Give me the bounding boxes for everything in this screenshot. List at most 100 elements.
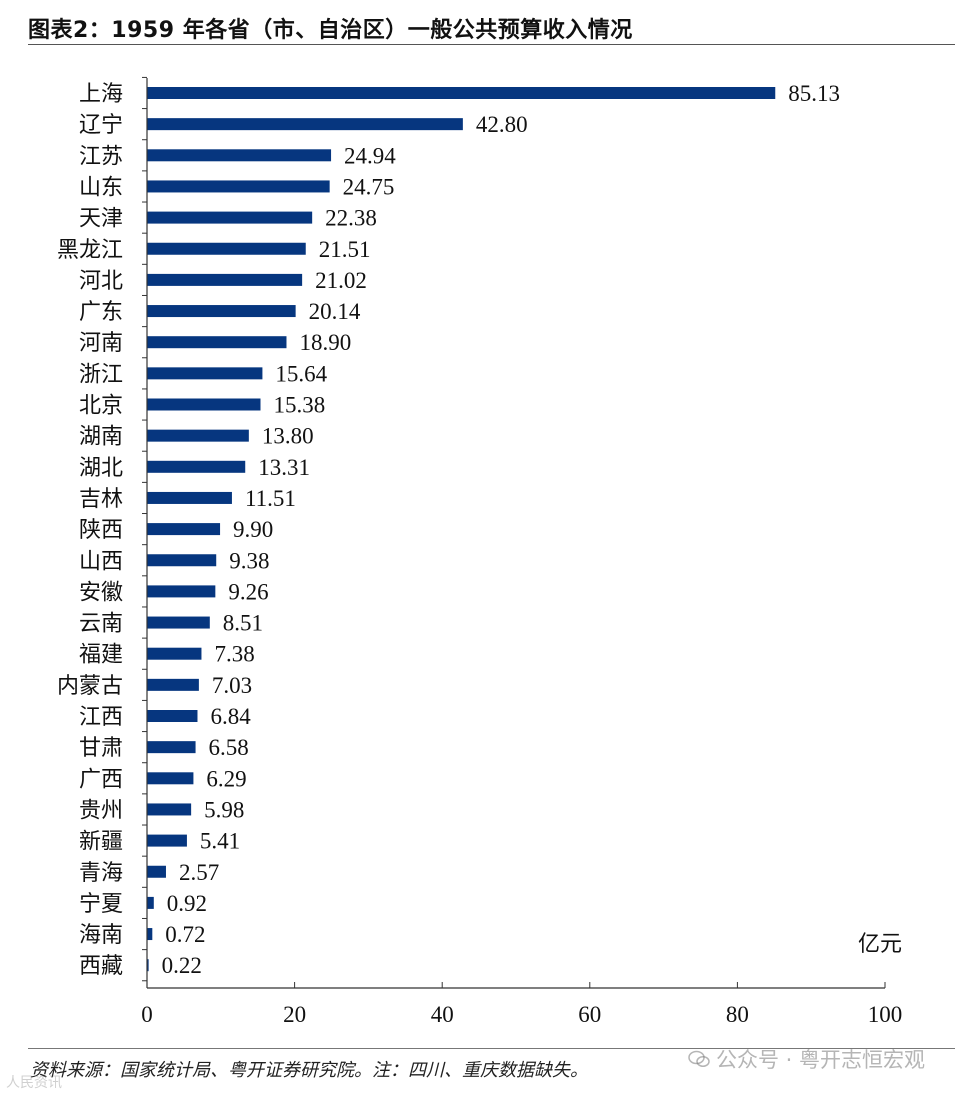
category-label: 广东: [79, 300, 123, 325]
value-label: 7.38: [214, 642, 254, 667]
category-label: 江苏: [79, 144, 123, 169]
bar-22: [147, 741, 196, 754]
category-label: 青海: [79, 861, 123, 886]
value-label: 2.57: [179, 860, 219, 885]
x-tick-label: 80: [726, 1002, 749, 1027]
category-label: 福建: [79, 643, 123, 668]
value-label: 21.02: [315, 268, 367, 293]
x-tick-label: 20: [283, 1002, 306, 1027]
value-label: 6.29: [206, 766, 246, 791]
wechat-icon: [688, 1050, 710, 1068]
category-label: 吉林: [79, 487, 123, 512]
bar-23: [147, 772, 194, 785]
value-label: 15.38: [274, 393, 326, 418]
category-label: 河北: [79, 269, 123, 294]
bar-29: [147, 959, 149, 972]
value-label: 0.92: [167, 891, 207, 916]
category-label: 江西: [79, 705, 123, 730]
category-label: 浙江: [79, 362, 123, 387]
bar-16: [147, 554, 217, 567]
bar-19: [147, 647, 202, 660]
value-label: 24.94: [344, 143, 396, 168]
value-label: 9.38: [229, 548, 269, 573]
value-label: 11.51: [245, 486, 296, 511]
category-label: 安徽: [79, 580, 123, 605]
category-label: 新疆: [79, 830, 123, 855]
value-labels: 85.13 42.80 24.94 24.75 22.38 21.51 21.02 20.14…: [162, 81, 840, 978]
value-label: 15.64: [275, 361, 327, 386]
value-label: 13.80: [262, 424, 314, 449]
category-label: 云南: [79, 612, 123, 637]
category-labels: 上海辽宁江苏山东天津黑龙江河北广东河南浙江北京湖南湖北吉林陕西山西安徽云南福建内…: [57, 82, 123, 979]
chart-title: 图表2：1959 年各省（市、自治区）一般公共预算收入情况: [28, 18, 633, 43]
x-tick-label: 60: [578, 1002, 601, 1027]
value-label: 5.41: [200, 829, 240, 854]
bar-24: [147, 803, 192, 816]
x-tick-label: 0: [141, 1002, 153, 1027]
bar-8: [147, 305, 296, 318]
source-note: 资料来源：国家统计局、粤开证券研究院。注：四川、重庆数据缺失。: [30, 1060, 588, 1081]
bar-2: [147, 118, 463, 131]
bar-10: [147, 367, 263, 380]
bar-20: [147, 678, 199, 691]
unit-label: 亿元: [858, 932, 902, 957]
category-label: 广西: [79, 767, 123, 792]
value-label: 5.98: [204, 797, 244, 822]
bar-26: [147, 865, 166, 878]
footer-divider: [28, 1048, 955, 1049]
value-label: 0.22: [162, 953, 202, 978]
bar-11: [147, 398, 261, 411]
bar-13: [147, 460, 246, 473]
x-tick-label: 40: [431, 1002, 454, 1027]
value-label: 9.26: [228, 579, 268, 604]
category-label: 贵州: [79, 798, 123, 823]
category-label: 北京: [79, 394, 123, 419]
x-tick-label: 100: [868, 1002, 903, 1027]
value-label: 6.58: [209, 735, 249, 760]
value-label: 21.51: [319, 237, 371, 262]
value-label: 7.03: [212, 673, 252, 698]
category-label: 辽宁: [79, 113, 123, 138]
bar-27: [147, 896, 154, 909]
value-label: 85.13: [788, 81, 840, 106]
category-label: 湖北: [79, 456, 123, 481]
bar-4: [147, 180, 330, 193]
bar-12: [147, 429, 249, 442]
category-label: 上海: [79, 82, 123, 107]
category-label: 山东: [79, 175, 123, 200]
category-label: 西藏: [79, 954, 123, 979]
category-label: 湖南: [79, 425, 123, 450]
category-label: 甘肃: [79, 736, 123, 761]
title-divider: [28, 44, 955, 45]
category-label: 海南: [79, 923, 123, 948]
value-label: 20.14: [309, 299, 361, 324]
bar-17: [147, 585, 216, 598]
value-label: 6.84: [210, 704, 251, 729]
bar-25: [147, 834, 187, 847]
watermark-text: 公众号 · 粤开志恒宏观: [715, 1048, 925, 1072]
bar-18: [147, 616, 210, 629]
bar-7: [147, 273, 303, 286]
value-label: 8.51: [223, 611, 263, 636]
category-label: 河南: [79, 331, 123, 356]
bar-5: [147, 211, 313, 224]
axes: 0 20 40 60 80 100: [141, 76, 903, 1027]
category-label: 宁夏: [79, 892, 123, 917]
bar-14: [147, 491, 232, 504]
category-label: 黑龙江: [57, 238, 123, 263]
category-label: 陕西: [79, 518, 123, 543]
corner-watermark: 人民资讯: [6, 1075, 62, 1091]
category-label: 山西: [79, 549, 123, 574]
value-label: 9.90: [233, 517, 273, 542]
bar-1: [147, 87, 776, 99]
bar-15: [147, 523, 221, 536]
bars-layer: [147, 87, 776, 972]
bar-6: [147, 242, 306, 255]
bar-9: [147, 336, 287, 349]
value-label: 0.72: [165, 922, 205, 947]
value-label: 13.31: [258, 455, 310, 480]
value-label: 24.75: [343, 174, 395, 199]
bar-28: [147, 928, 153, 941]
bar-chart: 上海辽宁江苏山东天津黑龙江河北广东河南浙江北京湖南湖北吉林陕西山西安徽云南福建内…: [57, 76, 903, 1027]
value-label: 22.38: [325, 206, 377, 231]
